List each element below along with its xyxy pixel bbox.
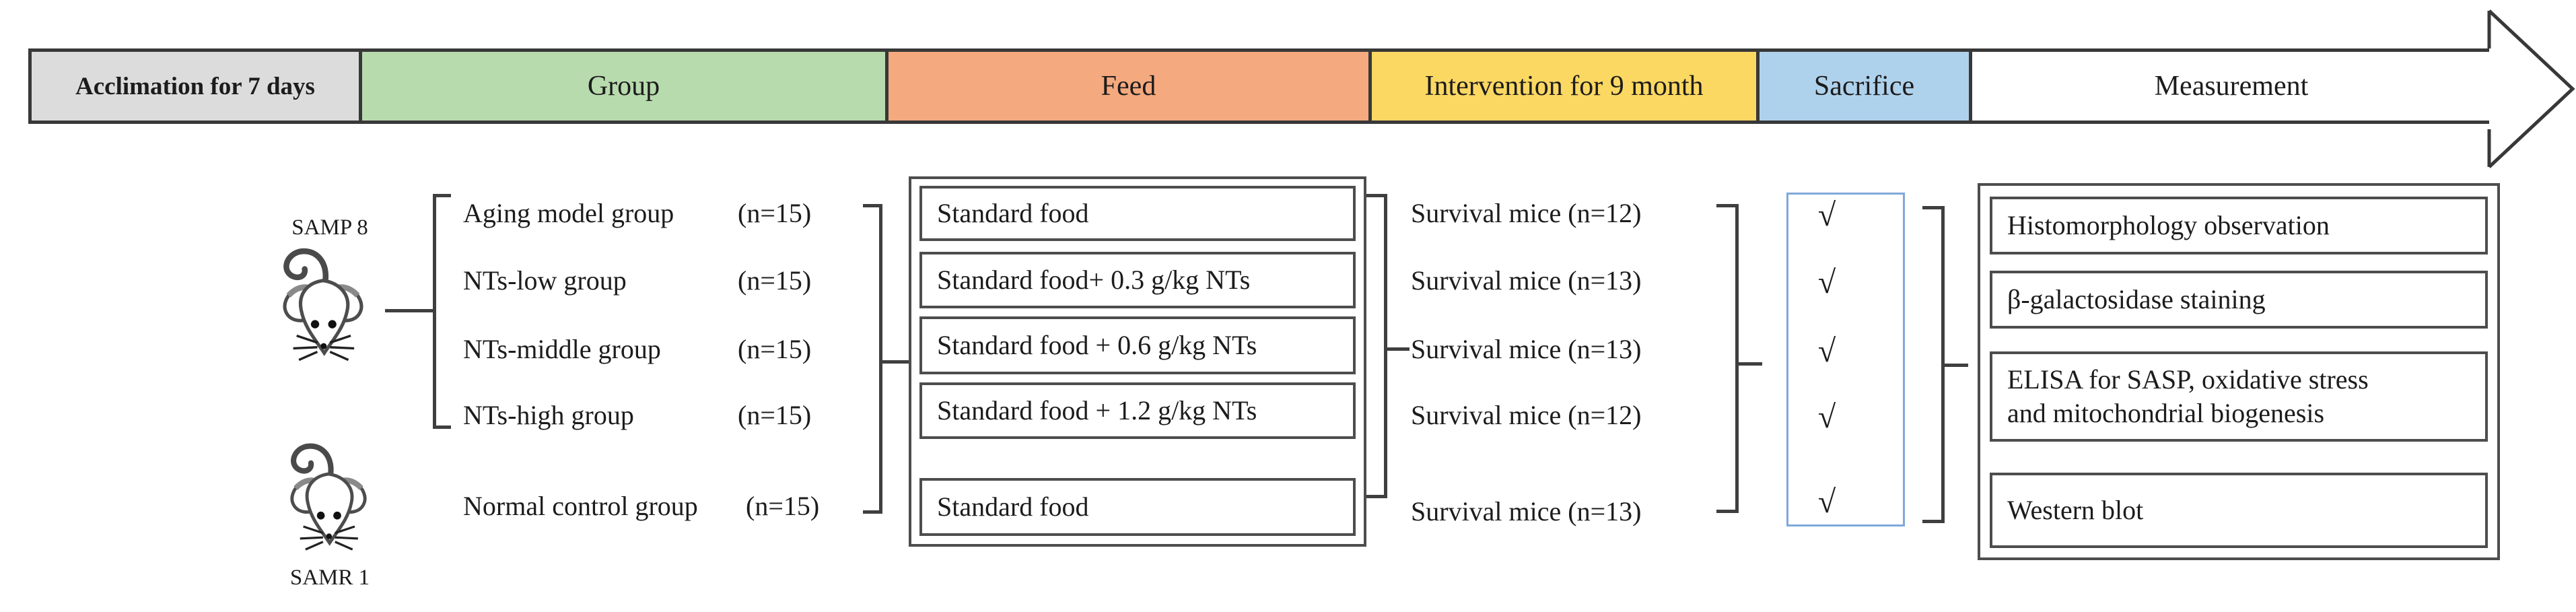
timeline-bar: Acclimation for 7 days Group Feed Interv… [28,48,2491,124]
bracket-groups-left [433,194,436,429]
bracket-groups-right-bottom [863,510,882,514]
sacrifice-box [1786,193,1905,526]
survival-label-2: Survival mice (n=13) [1411,265,1642,296]
sacrifice-check-5: √ [1817,484,1836,520]
bracket-feed-right-bottom [1366,495,1387,498]
group-name-2: NTs-low group [463,265,627,296]
phase-feed-label: Feed [1101,71,1156,102]
group-n-5: (n=15) [746,491,820,521]
feed-label-5: Standard food [937,491,1089,522]
survival-label-1: Survival mice (n=12) [1411,198,1642,228]
bracket-sacrifice-right-top [1922,206,1945,209]
sacrifice-check-2: √ [1817,265,1836,300]
sacrifice-check-1: √ [1817,197,1836,233]
feed-box-1: Standard food [919,186,1356,241]
sacrifice-check-4: √ [1817,399,1836,435]
measurement-label-2: β-galactosidase staining [2007,284,2266,314]
phase-intervention-label: Intervention for 9 month [1424,71,1704,102]
bracket-survival-right [1735,204,1739,513]
feed-box-2: Standard food+ 0.3 g/kg NTs [919,252,1356,308]
phase-intervention: Intervention for 9 month [1368,52,1756,121]
phase-measurement-label: Measurement [2154,71,2309,102]
group-n-2: (n=15) [738,265,812,296]
phase-sacrifice-label: Sacrifice [1813,71,1915,102]
survival-label-3: Survival mice (n=13) [1411,334,1642,364]
group-name-5: Normal control group [463,491,698,521]
measurement-label-1: Histomorphology observation [2007,210,2330,240]
connector-feed-survival [1384,347,1409,351]
measurement-box-3: ELISA for SASP, oxidative stress and mit… [1990,351,2488,442]
feed-label-4: Standard food + 1.2 g/kg NTs [937,395,1257,426]
feed-label-2: Standard food+ 0.3 g/kg NTs [937,265,1251,295]
bracket-groups-left-bottom [433,426,451,429]
feed-box-4: Standard food + 1.2 g/kg NTs [919,382,1356,439]
measurement-label-3-line-2: and mitochondrial biogenesis [2007,398,2325,428]
survival-label-4: Survival mice (n=12) [1411,400,1642,430]
measurement-box-4: Western blot [1990,473,2488,548]
phase-feed: Feed [885,52,1368,121]
feed-box-3: Standard food + 0.6 g/kg NTs [919,316,1356,374]
bracket-survival-right-top [1716,204,1739,207]
connector-mouse-groups [385,309,433,312]
bracket-sacrifice-right-bottom [1922,520,1945,523]
bracket-groups-right-top [863,204,882,207]
group-name-4: NTs-high group [463,400,634,430]
connector-survival-sacrifice [1735,362,1762,366]
bracket-feed-right [1384,194,1387,498]
bracket-groups-left-top [433,194,451,197]
measurement-label-3-line-1: ELISA for SASP, oxidative stress [2007,364,2369,395]
feed-label-1: Standard food [937,198,1089,228]
feed-label-3: Standard food + 0.6 g/kg NTs [937,330,1257,360]
phase-group-label: Group [587,71,660,102]
group-n-4: (n=15) [738,400,812,430]
connector-sacrifice-measurement [1941,364,1968,367]
survival-label-5: Survival mice (n=13) [1411,496,1642,526]
connector-groups-feed [879,360,909,364]
samr1-mouse-icon [290,443,367,551]
group-name-1: Aging model group [463,198,674,228]
samp8-mouse-icon [283,248,363,362]
phase-group: Group [359,52,885,121]
group-n-1: (n=15) [738,198,812,228]
bracket-feed-right-top [1366,194,1387,197]
group-n-3: (n=15) [738,334,812,364]
bracket-survival-right-bottom [1716,510,1739,513]
measurement-label-4: Western blot [2007,495,2144,525]
phase-acclimation: Acclimation for 7 days [32,52,359,121]
phase-sacrifice: Sacrifice [1756,52,1969,121]
strain-samr1-label: SAMR 1 [289,566,370,590]
phase-acclimation-label: Acclimation for 7 days [75,72,315,100]
arrow-head-icon [2487,9,2575,168]
phase-measurement: Measurement [1969,52,2491,121]
sacrifice-check-3: √ [1817,333,1836,369]
measurement-box-2: β-galactosidase staining [1990,271,2488,329]
group-name-3: NTs-middle group [463,334,661,364]
feed-box-5: Standard food [919,478,1356,536]
bracket-groups-right [879,204,882,514]
measurement-box-1: Histomorphology observation [1990,197,2488,254]
strain-samp8-label: SAMP 8 [291,215,368,240]
